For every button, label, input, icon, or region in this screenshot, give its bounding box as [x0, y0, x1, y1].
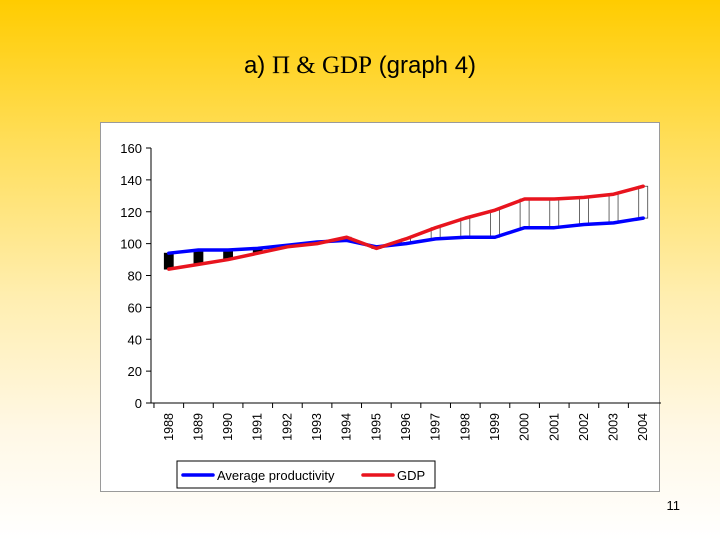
x-tick-label: 1991: [251, 413, 265, 441]
chart-frame: 0 20 40 60 80 100 120 140 160 1988 1989 1990 1991 199…: [100, 122, 661, 492]
gap-bar: [519, 198, 530, 229]
x-tick-label: 2003: [607, 413, 621, 441]
y-tick-label: 20: [128, 364, 142, 379]
x-tick-label: 1998: [458, 413, 472, 441]
x-tick-label: 1988: [162, 413, 176, 441]
series-line-gdp: [167, 184, 645, 271]
y-tick-label: 160: [120, 141, 142, 156]
series-lines: [167, 184, 645, 271]
y-tick-label: 100: [120, 237, 142, 252]
title-suffix: (graph 4): [371, 52, 477, 79]
gap-bar: [638, 185, 649, 219]
x-tick-label: 1996: [399, 413, 413, 441]
y-tick-label: 80: [128, 269, 142, 284]
title-symbols: Π & GDP: [271, 52, 372, 79]
gap-bar: [490, 209, 500, 238]
y-tick-label: 140: [120, 173, 142, 188]
y-tick-label: 0: [135, 396, 142, 411]
legend: Average productivity GDP: [176, 460, 436, 489]
x-tick-label: 2004: [636, 413, 650, 441]
x-tick-label: 1992: [280, 413, 294, 441]
x-tick-label: 1994: [340, 413, 354, 441]
legend-label: Average productivity: [217, 468, 335, 483]
x-tick-label: 1990: [221, 413, 235, 441]
y-tick-label: 120: [120, 205, 142, 220]
y-tick-label: 40: [128, 332, 142, 347]
gap-bar: [460, 217, 471, 238]
gap-bar: [549, 198, 560, 229]
slide-title: a) Π & GDP (graph 4): [0, 52, 720, 80]
page-number: 11: [666, 498, 681, 513]
x-tick-label: 1993: [310, 413, 324, 441]
x-tick-label: 2002: [577, 413, 591, 441]
x-tick-label: 1989: [191, 413, 205, 441]
title-prefix: a): [243, 52, 272, 79]
legend-label: GDP: [397, 468, 425, 483]
productivity-gdp-chart: 0 20 40 60 80 100 120 140 160 1988 1989 1990 1991 199…: [120, 141, 661, 489]
axes: 0 20 40 60 80 100 120 140 160 1988 1989 1990 1991 199…: [120, 141, 661, 441]
series-line-average-productivity: [167, 216, 645, 255]
x-tick-label: 2001: [547, 413, 561, 441]
gap-bar: [163, 252, 174, 270]
gap-bar: [579, 197, 589, 225]
x-tick-label: 1997: [429, 413, 443, 441]
x-tick-label: 2000: [518, 413, 532, 441]
x-tick-label: 1995: [369, 413, 383, 441]
y-tick-label: 60: [128, 300, 142, 315]
gap-bar: [608, 193, 619, 224]
x-tick-label: 1999: [488, 413, 502, 441]
